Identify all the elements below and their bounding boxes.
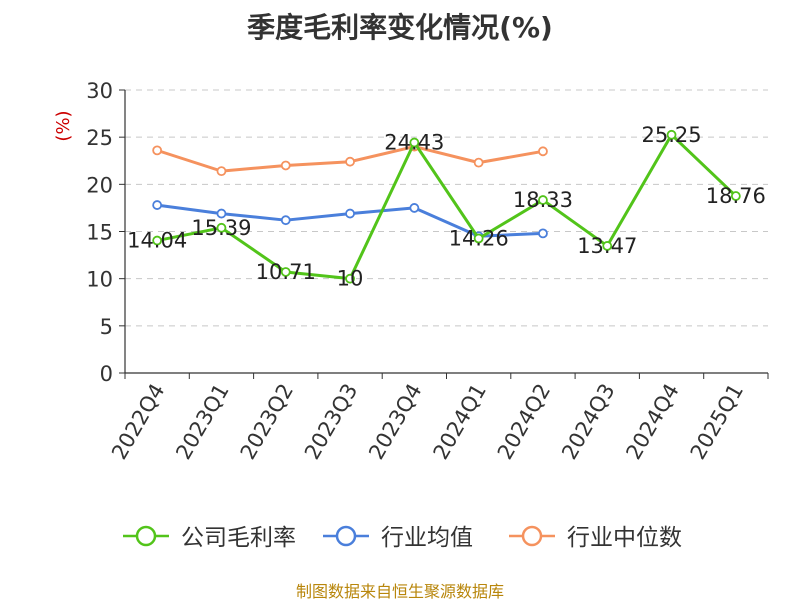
data-point [216,222,227,233]
x-tick-label: 2022Q4 [107,380,169,464]
y-tick-label: 20 [86,173,113,197]
data-point [216,166,227,177]
data-point [730,191,741,201]
data-point [409,203,420,213]
x-tick-label: 2023Q3 [300,380,362,464]
legend-marker [335,525,357,547]
data-point [602,241,613,251]
y-tick-label: 15 [86,221,113,245]
x-tick-label: 2024Q1 [429,380,491,464]
data-label: 15.39 [191,216,251,240]
x-tick-label: 2024Q3 [557,380,619,464]
y-axis-label: (%) [53,110,74,141]
data-point [538,228,548,239]
data-point [345,156,355,167]
data-point [345,208,355,219]
y-tick-label: 0 [100,362,113,386]
y-tick-label: 10 [86,268,113,292]
legend-label: 公司毛利率 [181,525,296,551]
data-point [280,215,291,226]
legend-marker [135,525,157,547]
chart-title: 季度毛利率变化情况(%) [247,11,553,44]
x-tick-label: 2024Q2 [493,380,555,464]
data-label: 18.33 [513,188,573,212]
data-label: 24.43 [384,131,444,155]
data-point [538,146,548,157]
legend-marker [521,525,543,547]
legend-label: 行业均值 [381,525,473,551]
data-point [216,208,227,219]
source-note: 制图数据来自恒生聚源数据库 [295,582,504,601]
data-label: 25.25 [641,123,701,147]
data-point [280,160,291,171]
y-tick-label: 5 [100,315,113,339]
series-line [156,133,737,281]
data-point [538,195,548,205]
data-label: 14.04 [127,229,187,253]
data-point [280,267,291,277]
x-tick-label: 2023Q2 [236,380,298,464]
data-point [152,235,163,246]
data-point [409,137,420,148]
data-label: 18.76 [706,184,766,208]
series-layer [152,129,741,284]
data-point [473,233,484,244]
data-label: 13.47 [577,234,637,258]
data-point [345,273,355,284]
data-label: 14.26 [449,226,509,250]
data-label: 10.71 [256,260,316,284]
data-point [666,129,677,140]
y-tick-label: 30 [86,79,113,103]
data-point [473,157,484,168]
legend-label: 行业中位数 [567,525,682,551]
data-point [152,145,163,156]
x-tick-label: 2023Q4 [364,380,426,464]
data-point [152,200,163,210]
data-label: 10 [337,267,364,291]
legend: 公司毛利率 行业均值 行业中位数 [123,525,682,551]
x-tick-label: 2023Q1 [171,380,233,464]
x-tick-label: 2024Q4 [621,380,683,464]
grid-layer [125,89,768,327]
x-tick-label: 2025Q1 [686,380,748,464]
y-tick-label: 25 [86,126,113,150]
